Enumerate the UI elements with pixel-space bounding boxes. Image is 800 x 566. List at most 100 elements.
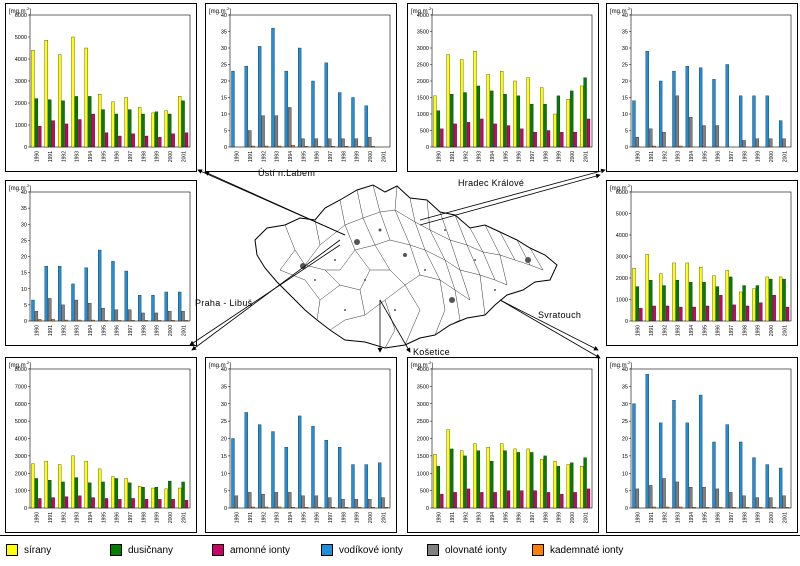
bar	[131, 498, 135, 509]
x-tick-label: 1993	[75, 325, 81, 336]
bar	[358, 507, 362, 509]
bar	[772, 507, 776, 509]
district-boundaries	[279, 184, 544, 349]
bar	[705, 305, 710, 322]
y-tick-label: 500	[420, 489, 429, 495]
bar	[338, 92, 342, 148]
chart-panel-usti-ions: [mg.m-2] 0 1000 2000 3000 4000 5000 6000 1990 19…	[5, 3, 197, 172]
unit-label: [mg.m-2]	[610, 6, 632, 15]
bar	[725, 424, 729, 509]
bar	[48, 99, 52, 148]
x-tick-label: 1994	[689, 512, 695, 523]
bar	[659, 80, 663, 148]
bar	[354, 499, 359, 509]
chart-panel-praha-metals: [mg.m-2] 0 5 10 15 20 25 30 35 40 1990 1991 1992 199…	[5, 180, 197, 346]
y-tick-label: 6000	[15, 402, 27, 408]
bar	[288, 107, 292, 148]
bar	[114, 309, 119, 322]
bar	[546, 492, 551, 509]
y-tick-label: 2000	[616, 276, 628, 282]
bar	[715, 488, 720, 509]
x-tick-label: 1993	[75, 512, 81, 523]
x-tick-label: 2001	[583, 512, 589, 523]
bar	[662, 131, 666, 148]
bar	[765, 464, 769, 509]
y-tick-label: 2000	[417, 79, 429, 85]
x-tick-label: 1992	[662, 512, 668, 523]
y-tick-label: 5000	[616, 212, 628, 218]
bar	[384, 507, 389, 509]
bar	[453, 492, 457, 509]
y-tick-label: 3000	[15, 454, 27, 460]
x-tick-label: 1999	[355, 151, 361, 162]
x-tick-label: 1997	[328, 151, 334, 162]
bar	[493, 123, 497, 148]
x-tick-label: 1994	[88, 512, 94, 523]
bar	[58, 54, 62, 148]
y-tick-label: 4000	[15, 57, 27, 63]
bar	[151, 112, 155, 148]
legend-swatch	[6, 544, 18, 557]
bar	[44, 40, 48, 148]
y-tick-label: 30	[221, 46, 227, 52]
bar	[719, 507, 723, 509]
y-tick-label: 1500	[417, 454, 429, 460]
bar	[74, 96, 79, 148]
x-tick-label: 1991	[248, 151, 254, 162]
bar	[364, 464, 368, 509]
x-tick-label: 2001	[782, 151, 788, 162]
y-tick-label: 6000	[616, 190, 628, 196]
bar	[181, 311, 185, 322]
bar	[725, 64, 729, 148]
x-tick-label: 1993	[676, 151, 682, 162]
bar	[78, 119, 82, 148]
chart-panel-usti-metals: [mg.m-2] 0 5 10 15 20 25 30 35 40 1990 1991 1992 199…	[205, 3, 397, 172]
x-tick-label: 1993	[275, 151, 281, 162]
bar	[31, 463, 35, 509]
bar	[583, 77, 587, 148]
x-tick-label: 1991	[48, 151, 54, 162]
bar	[652, 506, 656, 509]
x-tick-label: 1992	[463, 512, 469, 523]
bar	[248, 130, 252, 148]
bar	[61, 304, 65, 322]
y-tick-label: 0	[24, 506, 27, 512]
bar	[692, 306, 696, 322]
bar	[88, 482, 92, 509]
y-tick-label: 40	[21, 190, 27, 196]
bar	[154, 312, 159, 322]
y-tick-label: 40	[221, 367, 227, 373]
x-tick-label: 1996	[315, 151, 321, 162]
x-tick-label: 1991	[649, 325, 655, 336]
bar	[178, 291, 182, 322]
bar	[782, 278, 786, 322]
chart-panel-praha-ions: [mg.m-2] 0 1000 2000 3000 4000 5000 6000 7000 80…	[5, 357, 197, 533]
x-tick-label: 1998	[543, 151, 549, 162]
x-tick-label: 1991	[649, 151, 655, 162]
legend-item: dusičnany	[110, 544, 173, 558]
x-tick-label: 2001	[181, 512, 187, 523]
bar	[480, 118, 484, 148]
bar	[652, 305, 656, 322]
chart-svg: 0 1000 2000 3000 4000 5000 6000 1990 1991 1992 199…	[15, 13, 191, 162]
x-tick-label: 1992	[61, 512, 67, 523]
y-tick-label: 30	[21, 222, 27, 228]
bar	[543, 455, 547, 509]
y-tick-label: 0	[24, 319, 27, 325]
x-tick-label: 2000	[168, 151, 174, 162]
bar	[665, 305, 670, 322]
bar	[298, 47, 302, 148]
bar	[785, 306, 790, 322]
bar	[586, 488, 591, 509]
bar	[144, 135, 149, 148]
y-tick-label: 0	[24, 145, 27, 151]
bar	[490, 460, 494, 509]
y-tick-label: 35	[221, 30, 227, 36]
x-tick-label: 1994	[689, 151, 695, 162]
bar	[328, 138, 332, 148]
bar	[546, 130, 551, 148]
x-tick-label: 1995	[301, 512, 307, 523]
bar	[278, 506, 282, 509]
x-tick-label: 1995	[101, 325, 107, 336]
bar	[371, 146, 375, 148]
